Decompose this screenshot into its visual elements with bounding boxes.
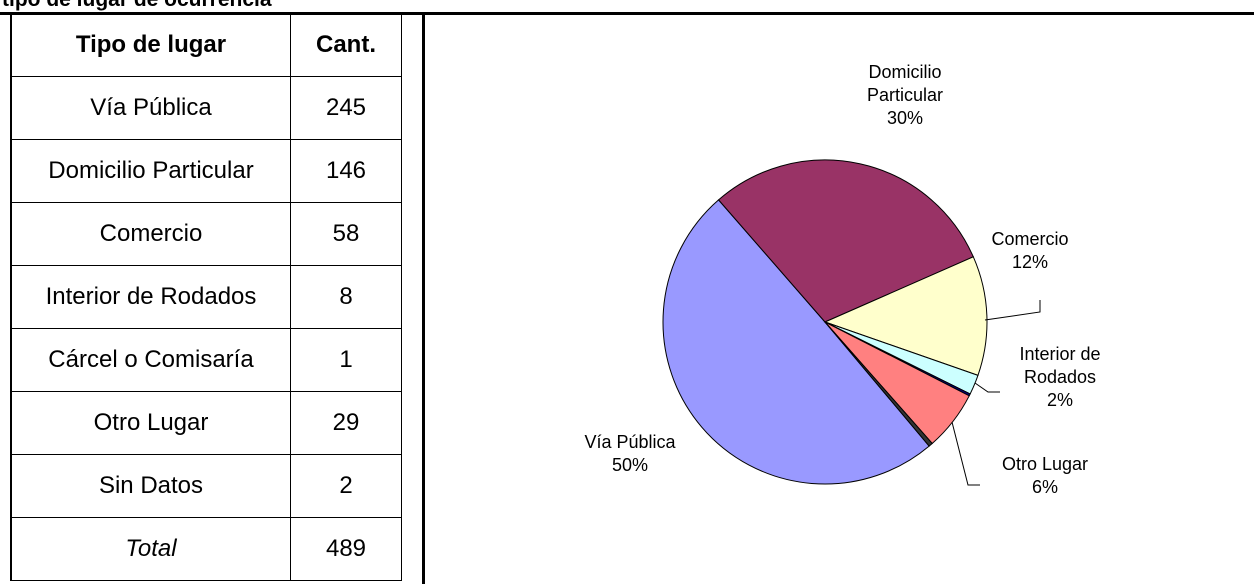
- data-table: Tipo de lugar Cant. Vía Pública 245 Domici…: [10, 14, 402, 581]
- table-row: Total 489: [10, 517, 402, 581]
- leader-line: [951, 421, 980, 486]
- slice-label: Interior de Rodados: [1019, 344, 1100, 387]
- pie-slice: [717, 159, 974, 323]
- slice-label-line: Interior de: [1019, 344, 1100, 364]
- pie-slice: [823, 256, 988, 376]
- slice-label-line: Particular: [867, 85, 943, 105]
- leader-line: [984, 300, 1041, 321]
- table-cell: Sin Datos: [10, 454, 291, 518]
- slice-percent: 50%: [612, 455, 648, 475]
- slice-percent: 30%: [887, 108, 923, 128]
- slice-percent: 6%: [1032, 477, 1058, 497]
- table-row: Cárcel o Comisaría 1: [10, 328, 402, 392]
- slice-label: Otro Lugar: [1002, 454, 1088, 474]
- table-cell: Total: [10, 517, 291, 581]
- table-cell: 489: [290, 517, 402, 581]
- leader-line: [974, 382, 1000, 393]
- slice-percent: 2%: [1047, 390, 1073, 410]
- slice-label-line: Comercio: [991, 229, 1068, 249]
- header-cell: Tipo de lugar: [10, 14, 291, 77]
- header-row: Tipo de lugar Cant.: [10, 14, 402, 77]
- table-cell: Otro Lugar: [10, 391, 291, 455]
- title: tipo de lugar de ocurrencia: [2, 0, 272, 12]
- pie-slice: [824, 321, 933, 447]
- table-cell: 146: [290, 139, 402, 203]
- table-cell: Cárcel o Comisaría: [10, 328, 291, 392]
- table-cell: Interior de Rodados: [10, 265, 291, 329]
- slice-label-line: Vía Pública: [584, 432, 676, 452]
- slice-label-line: Rodados: [1024, 367, 1096, 387]
- slice-label: Vía Pública: [584, 432, 676, 452]
- slice-label-line: Otro Lugar: [1002, 454, 1088, 474]
- table-row: Otro Lugar 29: [10, 391, 402, 455]
- table-cell: 8: [290, 265, 402, 329]
- table-cell: 1: [290, 328, 402, 392]
- slice-percent: 12%: [1012, 252, 1048, 272]
- table-row: Sin Datos 2: [10, 454, 402, 518]
- header-cell: Cant.: [290, 14, 402, 77]
- pie-slice: [662, 199, 930, 485]
- slice-label: Domicilio Particular: [867, 62, 943, 105]
- slice-label-line: Domicilio: [868, 62, 941, 82]
- rule: [422, 12, 425, 584]
- slice-label: Comercio: [991, 229, 1068, 249]
- table-cell: Vía Pública: [10, 76, 291, 140]
- rule: [0, 12, 1254, 15]
- table-row: Interior de Rodados 8: [10, 265, 402, 329]
